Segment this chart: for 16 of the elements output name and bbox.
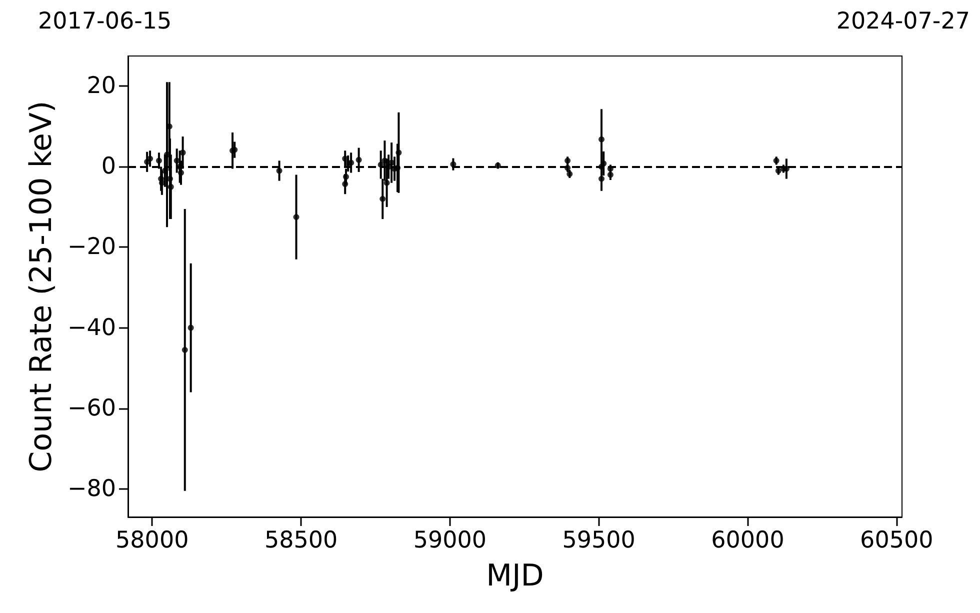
y-tick-label: 20 (86, 73, 116, 100)
text: 2024-07-27 (836, 8, 970, 34)
y-axis-title: Count Rate (25-100 keV) (24, 100, 60, 472)
y-tick-label: −80 (67, 476, 116, 502)
y-tick-label: −20 (67, 234, 116, 260)
y-tick-label: −60 (67, 395, 116, 422)
y-tick-label: −40 (67, 314, 116, 341)
x-tick-label: 59000 (413, 528, 487, 554)
text: 2017-06-15 (38, 8, 172, 34)
x-axis-title: MJD (486, 558, 544, 594)
x-tick-label: 59500 (562, 528, 636, 554)
x-tick-label: 58500 (264, 528, 338, 554)
x-tick-label: 60500 (860, 528, 934, 554)
y-tick-label: 0 (101, 154, 116, 180)
x-tick-label: 58000 (116, 528, 189, 554)
x-tick-label: 60000 (711, 528, 784, 554)
